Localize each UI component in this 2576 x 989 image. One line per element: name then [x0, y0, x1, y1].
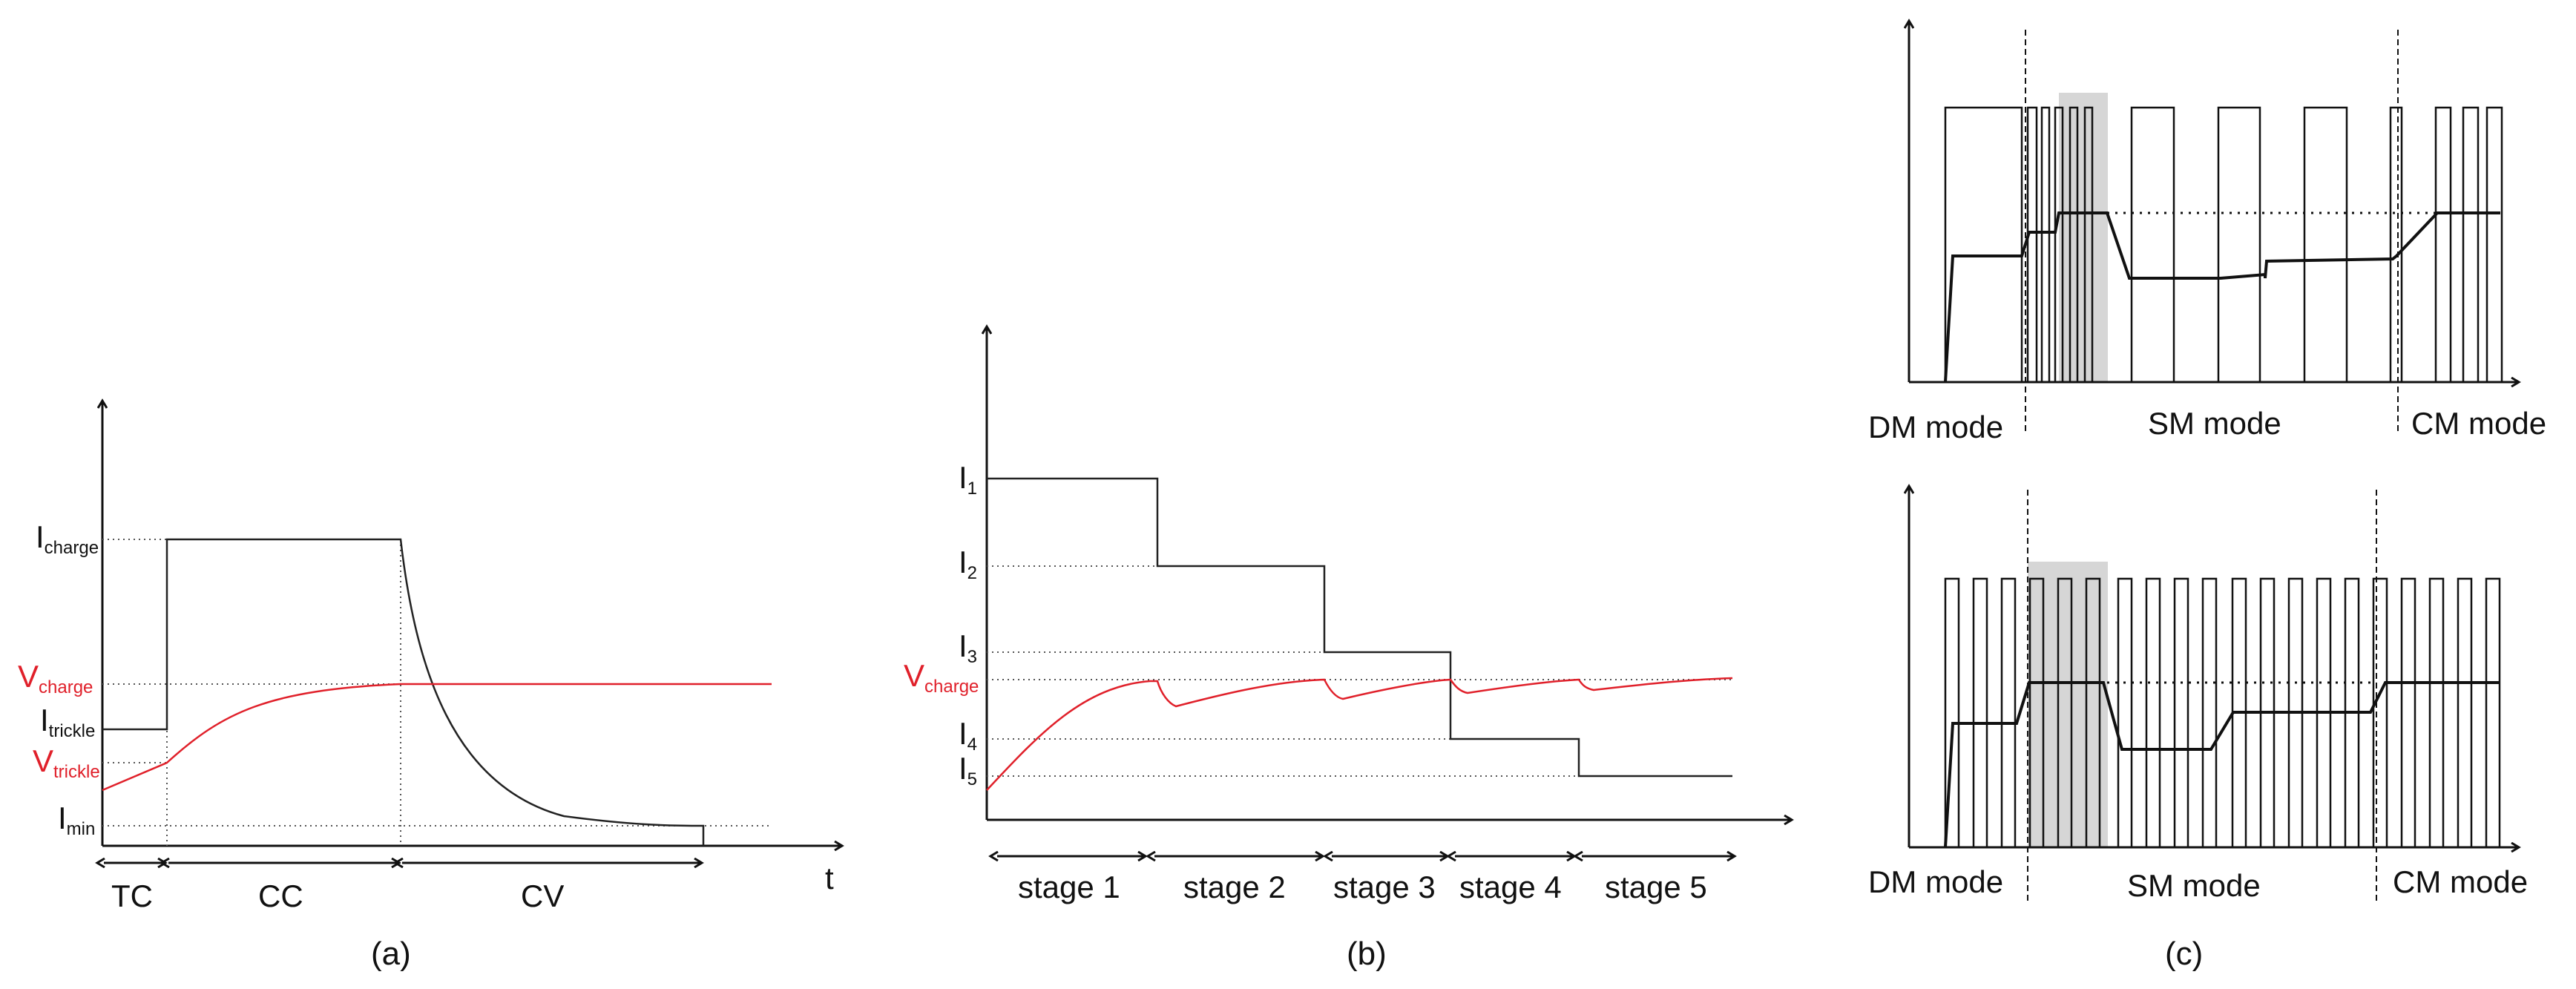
label-v-trickle: Vtrickle — [33, 743, 100, 782]
caption-b: (b) — [1347, 936, 1387, 972]
caption-c: (c) — [2165, 936, 2203, 972]
panel-c-top-pulse-train — [1944, 106, 2503, 382]
label-v-charge: Vcharge — [18, 659, 93, 697]
stage-4-label: stage 4 — [1459, 870, 1562, 904]
label-i1: I1 — [959, 460, 977, 499]
label-i-charge: Icharge — [36, 519, 99, 558]
panel-c-bottom: DM mode SM mode CM mode (c) — [1868, 486, 2528, 972]
segment-tc: TC — [111, 878, 153, 913]
panel-a-current-curve — [102, 538, 705, 846]
segment-cc: CC — [258, 878, 303, 913]
panel-c-bottom-avg-line — [1944, 681, 2500, 848]
bottom-mode-dm: DM mode — [1868, 864, 2003, 899]
label-i4: I4 — [959, 716, 977, 755]
panel-c-bottom-pulse-train — [1944, 577, 2501, 847]
panel-b-guides — [987, 565, 1732, 777]
top-mode-dm: DM mode — [1868, 410, 2003, 444]
panel-a: Icharge Vcharge Itrickle Vtrickle Imin t… — [18, 401, 842, 972]
bottom-mode-sm: SM mode — [2127, 868, 2261, 903]
panel-b: I1 I2 I3 Vcharge I4 I5 stage 1 stage 2 s… — [904, 326, 1792, 972]
top-mode-cm: CM mode — [2411, 406, 2546, 441]
label-i5: I5 — [959, 751, 977, 789]
top-mode-sm: SM mode — [2148, 406, 2281, 441]
bottom-mode-cm: CM mode — [2393, 864, 2528, 899]
label-i-min: Imin — [58, 801, 95, 839]
label-b-v-charge: Vcharge — [904, 658, 979, 697]
stage-1-label: stage 1 — [1018, 870, 1120, 904]
stage-2-label: stage 2 — [1183, 870, 1286, 904]
panel-a-voltage-curve — [102, 683, 772, 792]
panel-c-bottom-shade — [2028, 562, 2108, 847]
panel-b-voltage-curve — [986, 677, 1733, 791]
panel-b-current-curve — [987, 477, 1732, 778]
label-i2: I2 — [959, 545, 977, 583]
stage-5-label: stage 5 — [1605, 870, 1707, 904]
label-i3: I3 — [959, 628, 977, 667]
panel-c-top: DM mode SM mode CM mode — [1868, 21, 2546, 444]
panel-c-top-shade — [2059, 93, 2108, 382]
panel-a-x-label: t — [825, 861, 834, 896]
stage-3-label: stage 3 — [1333, 870, 1436, 904]
caption-a: (a) — [371, 936, 411, 972]
panel-a-guides — [102, 539, 772, 846]
segment-cv: CV — [521, 878, 564, 913]
label-i-trickle: Itrickle — [40, 703, 95, 741]
